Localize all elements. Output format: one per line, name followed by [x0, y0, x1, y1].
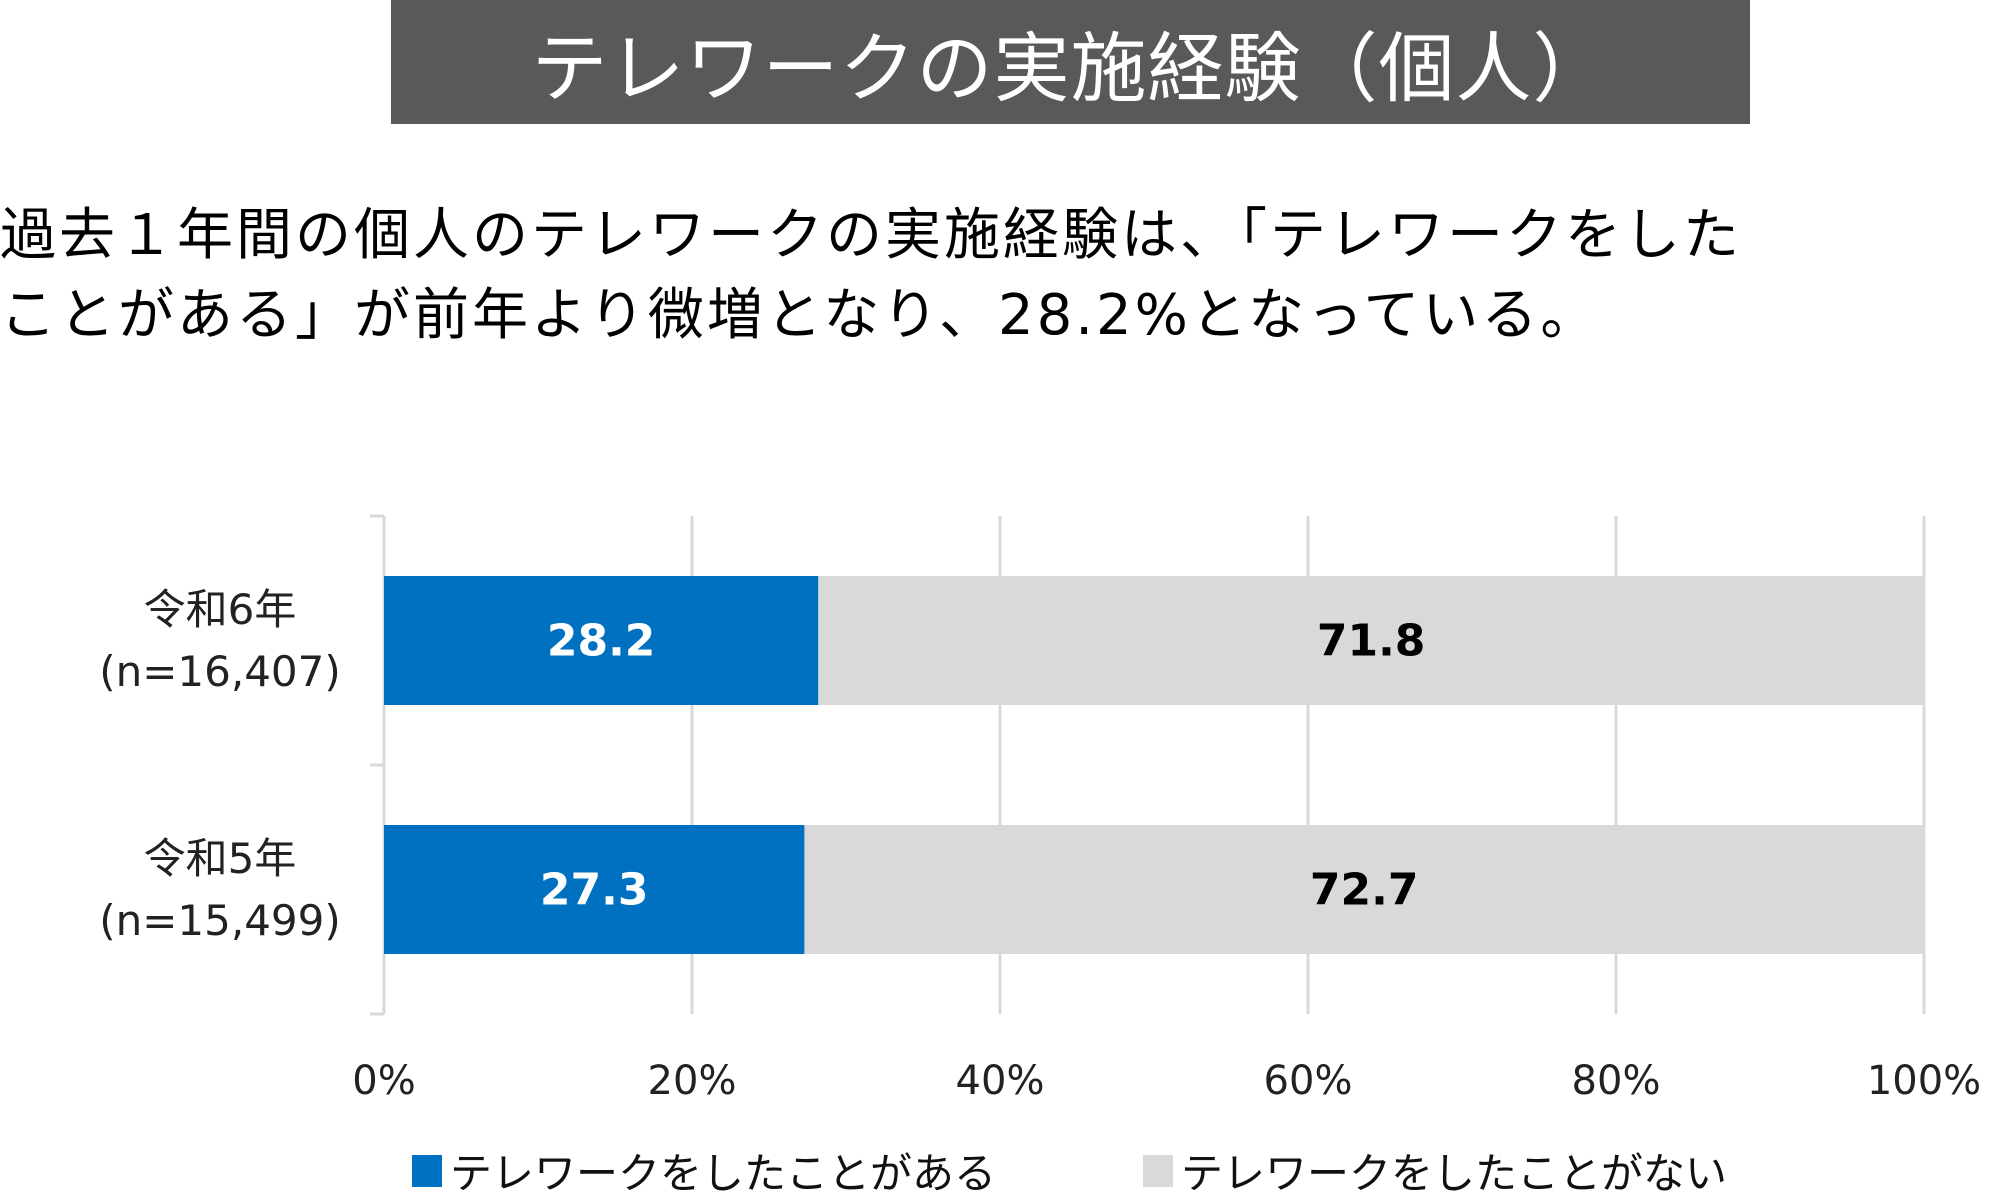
description-line-2: ことがある」が前年より微増となり、28.2%となっている。 — [0, 283, 1600, 348]
x-tick-label: 0% — [352, 1058, 416, 1104]
category-label: 令和6年 (n=16,407) — [95, 579, 345, 703]
bar-segment — [384, 576, 819, 705]
category-name: 令和6年 — [143, 584, 297, 634]
legend-label: テレワークをしたことがある — [450, 1149, 997, 1198]
bar-segment — [804, 825, 1925, 954]
bar-segment — [384, 825, 805, 954]
x-tick-label: 60% — [1263, 1058, 1353, 1104]
category-name: 令和5年 — [143, 833, 297, 883]
page-title: テレワークの実施経験（個人） — [391, 0, 1750, 124]
category-sample-size: (n=16,407) — [99, 646, 341, 696]
category-label: 令和5年 (n=15,499) — [95, 828, 345, 952]
data-label: 71.8 — [1317, 616, 1426, 667]
description-line-1: 過去１年間の個人のテレワークの実施経験は、「テレワークをした — [0, 203, 1742, 268]
bar-segment — [818, 576, 1924, 705]
legend-label: テレワークをしたことがない — [1181, 1149, 1728, 1198]
data-label: 72.7 — [1310, 865, 1419, 916]
legend-item-yes: テレワークをしたことがある — [412, 1140, 996, 1201]
x-tick-label: 80% — [1571, 1058, 1661, 1104]
x-tick-label: 40% — [955, 1058, 1045, 1104]
data-label: 27.3 — [540, 865, 649, 916]
legend-swatch — [412, 1154, 442, 1187]
legend-item-no: テレワークをしたことがない — [1143, 1140, 1727, 1201]
legend-swatch — [1143, 1154, 1173, 1187]
category-sample-size: (n=15,499) — [99, 895, 341, 945]
x-tick-label: 20% — [647, 1058, 737, 1104]
data-label: 28.2 — [547, 616, 656, 667]
x-tick-label: 100% — [1866, 1058, 1982, 1104]
